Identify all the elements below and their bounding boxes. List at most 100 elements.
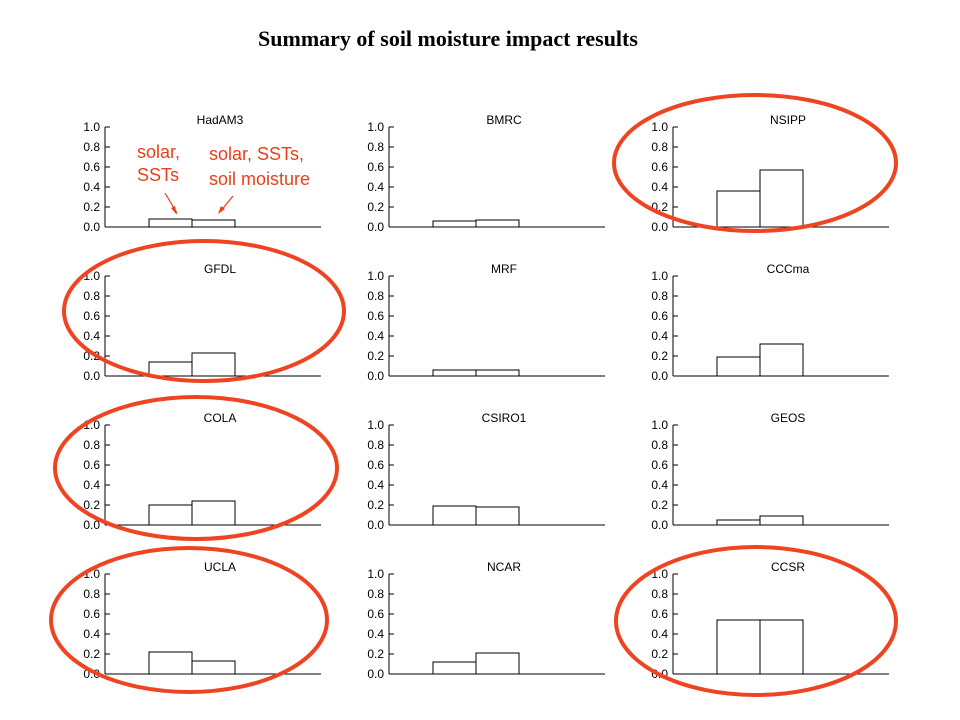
panel-title: MRF: [491, 262, 517, 276]
y-tick-label: 0.6: [651, 309, 668, 323]
y-tick-label: 0.8: [367, 140, 384, 154]
y-tick-label: 0.4: [83, 180, 100, 194]
highlight-ellipse-nsipp: [612, 93, 898, 233]
y-tick-label: 0.0: [367, 369, 384, 383]
y-tick-label: 0.6: [367, 160, 384, 174]
panel-title: BMRC: [486, 113, 522, 127]
y-tick-label: 0.2: [367, 647, 384, 661]
panel-title: NSIPP: [770, 113, 806, 127]
bar-hadam3-1: [148, 218, 193, 228]
bar-ccsr-2: [759, 619, 804, 675]
bar-geos-2: [759, 515, 804, 526]
y-tick-label: 0.8: [367, 587, 384, 601]
y-tick-label: 0.0: [651, 518, 668, 532]
y-tick-label: 0.4: [651, 180, 668, 194]
y-tick-label: 1.0: [367, 418, 384, 432]
y-tick-label: 0.6: [651, 607, 668, 621]
y-tick-label: 0.0: [651, 369, 668, 383]
y-tick-label: 0.4: [83, 627, 100, 641]
bar-gfdl-2: [191, 352, 236, 377]
panel-title: CCSR: [771, 560, 805, 574]
bar-nsipp-1: [716, 190, 761, 228]
y-tick-label: 0.2: [367, 498, 384, 512]
y-tick-label: 1.0: [367, 567, 384, 581]
bar-ncar-1: [432, 661, 477, 675]
y-tick-label: 0.8: [83, 587, 100, 601]
y-tick-label: 0.4: [367, 478, 384, 492]
y-tick-label: 0.0: [651, 220, 668, 234]
y-tick-label: 0.4: [83, 329, 100, 343]
y-tick-label: 0.6: [651, 458, 668, 472]
panel-ncar: NCAR 0.0 0.2 0.4 0.6 0.8 1.0: [367, 560, 605, 681]
y-tick-label: 0.4: [367, 329, 384, 343]
annotation-right-line-1: solar, SSTs,: [209, 144, 304, 164]
y-tick-label: 0.6: [83, 309, 100, 323]
annotation-arrowhead-left: [171, 206, 177, 215]
y-tick-label: 0.6: [367, 458, 384, 472]
y-tick-label: 0.4: [367, 180, 384, 194]
y-tick-label: 1.0: [367, 120, 384, 134]
y-tick-label: 0.8: [651, 140, 668, 154]
annotation-left-line-2: SSTs: [137, 165, 179, 185]
legend-annotation: solar, SSTs solar, SSTs, soil moisture: [137, 142, 310, 215]
bar-cola-2: [191, 500, 236, 526]
panel-title: GFDL: [204, 262, 236, 276]
bar-geos-1: [716, 519, 761, 526]
y-tick-label: 0.4: [651, 478, 668, 492]
y-tick-label: 0.2: [651, 349, 668, 363]
y-tick-label: 1.0: [651, 418, 668, 432]
y-tick-label: 0.0: [367, 667, 384, 681]
y-tick-label: 0.0: [367, 518, 384, 532]
y-tick-label: 1.0: [651, 120, 668, 134]
y-tick-label: 0.2: [83, 200, 100, 214]
y-tick-label: 0.0: [367, 220, 384, 234]
panel-title: NCAR: [487, 560, 521, 574]
bar-bmrc-2: [475, 219, 520, 228]
panel-title: COLA: [204, 411, 237, 425]
panel-title: UCLA: [204, 560, 236, 574]
y-tick-label: 1.0: [83, 120, 100, 134]
bar-ccsr-1: [716, 619, 761, 675]
bar-ucla-2: [191, 660, 236, 675]
y-tick-label: 0.8: [83, 140, 100, 154]
annotation-left-line-1: solar,: [137, 142, 180, 162]
y-tick-label: 0.2: [83, 647, 100, 661]
y-tick-label: 0.6: [367, 309, 384, 323]
y-tick-label: 0.8: [367, 289, 384, 303]
y-tick-label: 0.2: [367, 200, 384, 214]
y-tick-label: 0.8: [367, 438, 384, 452]
panel-bmrc: BMRC 0.0 0.2 0.4 0.6 0.8 1.0: [367, 113, 605, 234]
y-tick-label: 0.8: [83, 289, 100, 303]
y-tick-label: 0.4: [367, 627, 384, 641]
bar-cccma-1: [716, 356, 761, 377]
bar-bmrc-1: [432, 220, 477, 228]
y-tick-label: 1.0: [651, 269, 668, 283]
page-title: Summary of soil moisture impact results: [258, 26, 638, 51]
panel-title: CCCma: [767, 262, 810, 276]
panel-geos: GEOS 0.0 0.2 0.4 0.6 0.8 1.0: [651, 411, 889, 532]
panel-title: HadAM3: [197, 113, 244, 127]
y-tick-label: 0.8: [651, 587, 668, 601]
highlight-ellipse-cola: [53, 395, 339, 541]
y-tick-label: 0.6: [83, 458, 100, 472]
y-tick-label: 0.6: [651, 160, 668, 174]
y-tick-label: 0.2: [83, 498, 100, 512]
bar-csiro1-1: [432, 505, 477, 526]
bar-mrf-2: [475, 369, 520, 377]
bar-ucla-1: [148, 651, 193, 675]
panel-cccma: CCCma 0.0 0.2 0.4 0.6 0.8 1.0: [651, 262, 889, 383]
panel-csiro1: CSIRO1 0.0 0.2 0.4 0.6 0.8 1.0: [367, 411, 605, 532]
y-tick-label: 0.0: [83, 518, 100, 532]
panel-title: GEOS: [771, 411, 806, 425]
y-tick-label: 0.6: [83, 607, 100, 621]
annotation-arrowhead-right: [218, 206, 225, 214]
y-tick-label: 0.6: [83, 160, 100, 174]
bar-hadam3-2: [191, 219, 236, 228]
y-tick-label: 0.8: [651, 289, 668, 303]
y-tick-label: 0.2: [83, 349, 100, 363]
bar-mrf-1: [432, 369, 477, 377]
y-tick-label: 0.2: [651, 647, 668, 661]
y-tick-label: 0.4: [651, 627, 668, 641]
